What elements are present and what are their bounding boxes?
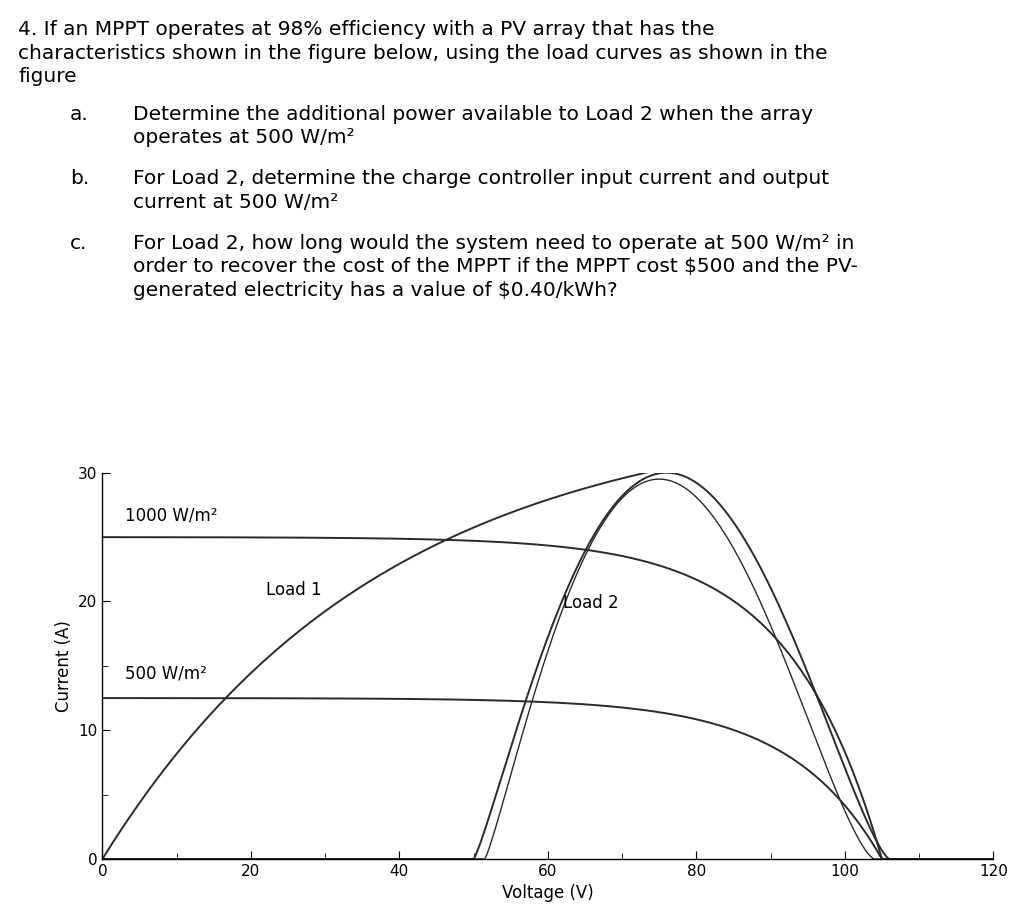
Text: 4. If an MPPT operates at 98% efficiency with a PV array that has the: 4. If an MPPT operates at 98% efficiency… [18, 20, 715, 39]
Text: current at 500 W/m²: current at 500 W/m² [133, 193, 338, 212]
Text: b.: b. [70, 169, 89, 188]
Text: a.: a. [70, 105, 88, 124]
Text: 500 W/m²: 500 W/m² [125, 664, 207, 683]
Text: Determine the additional power available to Load 2 when the array: Determine the additional power available… [133, 105, 813, 124]
Y-axis label: Current (A): Current (A) [54, 620, 73, 712]
Text: figure: figure [18, 67, 77, 86]
Text: generated electricity has a value of $0.40/kWh?: generated electricity has a value of $0.… [133, 281, 617, 300]
Text: Load 2: Load 2 [563, 594, 618, 612]
Text: 1000 W/m²: 1000 W/m² [125, 506, 217, 524]
Text: Load 1: Load 1 [265, 581, 322, 599]
Text: For Load 2, how long would the system need to operate at 500 W/m² in: For Load 2, how long would the system ne… [133, 234, 854, 253]
Text: characteristics shown in the figure below, using the load curves as shown in the: characteristics shown in the figure belo… [18, 44, 828, 63]
X-axis label: Voltage (V): Voltage (V) [502, 884, 594, 903]
Text: order to recover the cost of the MPPT if the MPPT cost $500 and the PV-: order to recover the cost of the MPPT if… [133, 257, 858, 276]
Text: For Load 2, determine the charge controller input current and output: For Load 2, determine the charge control… [133, 169, 829, 188]
Text: operates at 500 W/m²: operates at 500 W/m² [133, 128, 354, 147]
Text: c.: c. [70, 234, 87, 253]
